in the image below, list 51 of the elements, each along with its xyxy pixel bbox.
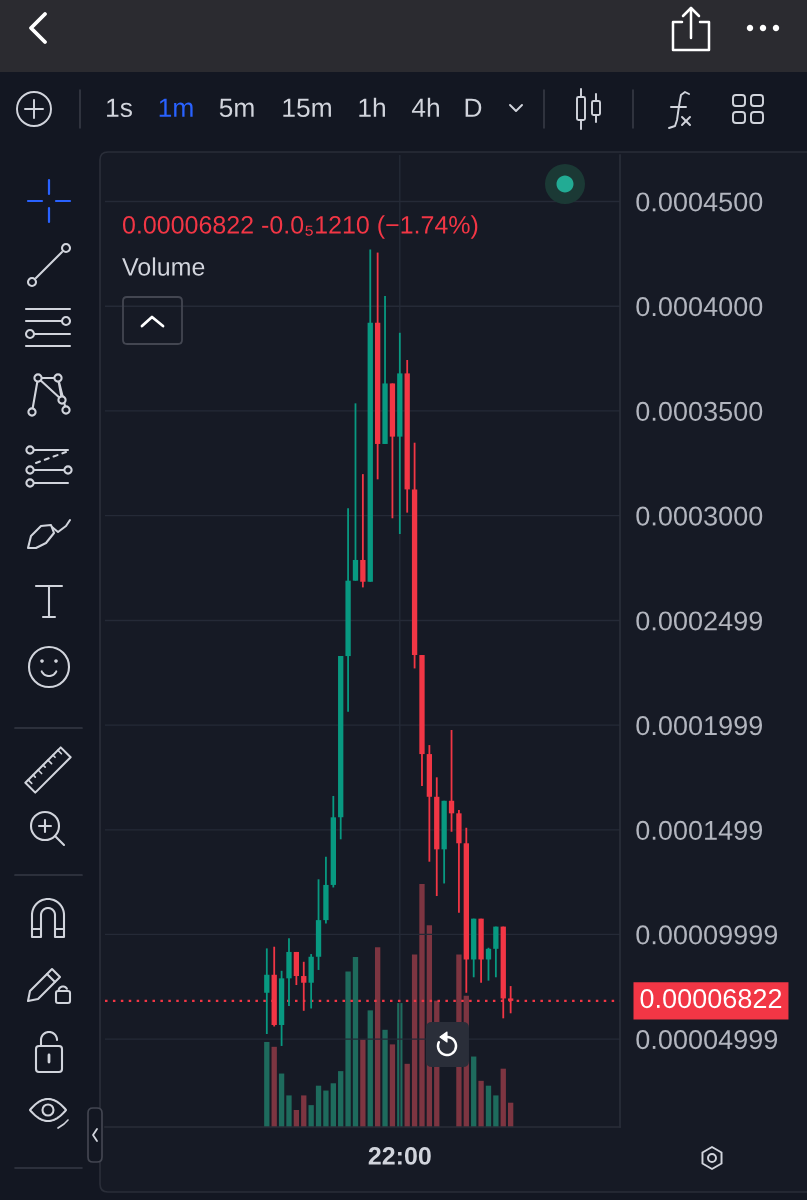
bar <box>471 1056 477 1127</box>
text: 5m <box>219 98 254 118</box>
text: 4h <box>411 97 439 117</box>
bar <box>330 1083 336 1127</box>
bar <box>338 1071 344 1127</box>
bar <box>485 1085 492 1127</box>
bar <box>286 1095 292 1127</box>
bar <box>382 1029 388 1127</box>
bar <box>367 1010 373 1127</box>
bar <box>278 1073 285 1127</box>
bar <box>308 1105 314 1127</box>
text: 15m <box>283 98 331 118</box>
bar <box>374 947 381 1127</box>
bar <box>500 1068 506 1127</box>
bar <box>389 1044 396 1127</box>
y-tick-label: 0.0002499 <box>636 611 763 631</box>
candlestick <box>448 729 455 833</box>
bar <box>411 954 418 1127</box>
y-tick-label: 0.0004500 <box>636 192 763 212</box>
candlestick <box>352 402 359 582</box>
y-tick-label: 0.0003500 <box>636 401 763 421</box>
y-tick-label: 0.0001999 <box>636 716 763 736</box>
bar <box>264 1041 270 1127</box>
bar <box>352 956 359 1127</box>
text: 1h <box>359 97 385 117</box>
candlestick <box>493 925 499 979</box>
x-tick-label: 22:00 <box>368 1147 431 1165</box>
bar <box>360 1039 366 1127</box>
text: D <box>465 98 482 117</box>
y-tick-label: 0.0001499 <box>636 820 763 840</box>
candlestick <box>264 947 270 1035</box>
text: 1s <box>107 98 132 118</box>
text: 1m <box>159 98 193 117</box>
y-tick-label: 0.0004000 <box>636 297 763 317</box>
candlestick <box>360 473 366 589</box>
bar <box>419 884 425 1127</box>
ref-line-label: 0.00006822 <box>640 989 782 1009</box>
bar <box>478 1080 484 1127</box>
bar <box>323 1090 329 1127</box>
y-tick-label: 0.00009999 <box>636 925 778 945</box>
bar <box>271 1046 277 1127</box>
bar <box>315 1085 322 1127</box>
bar <box>493 1095 499 1127</box>
chart-title: Volume <box>122 257 205 276</box>
bar <box>345 971 351 1127</box>
y-tick-label: 0.00004999 <box>636 1029 778 1050</box>
bar <box>301 1095 307 1127</box>
bar <box>404 1063 410 1127</box>
annotation: 0.00006822 -0.0₅1210 (−1.74%) <box>122 215 478 239</box>
y-tick-label: 0.0003000 <box>636 506 763 526</box>
candlestick <box>301 960 307 1012</box>
